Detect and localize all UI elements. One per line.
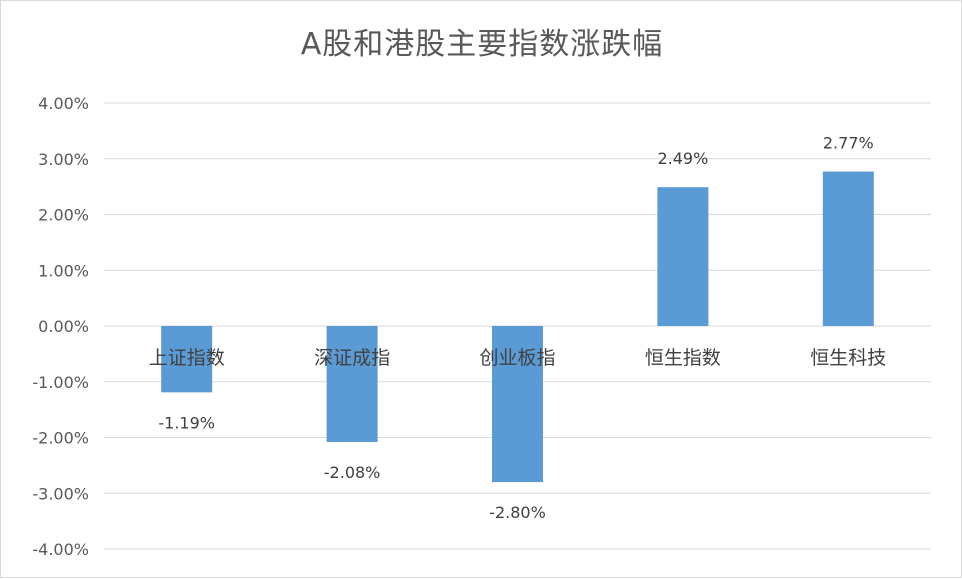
y-tick-label: -3.00% (32, 484, 89, 503)
data-label: 2.77% (823, 134, 874, 153)
chart-title: A股和港股主要指数涨跌幅 (300, 27, 664, 62)
grid-layer: 4.00% 3.00% 2.00% 1.00% 0.00% -1.00% -2.00% -3.… (32, 94, 931, 559)
label-layer: 上证指数 -1.19% 深证成指 -2.08% 创业板指 -2.80% 恒生指数 2.49% 恒… (149, 134, 887, 523)
y-tick-label: 3.00% (38, 150, 89, 169)
y-tick-label: 4.00% (38, 94, 89, 113)
category-label: 恒生指数 (645, 347, 721, 369)
bar (492, 326, 543, 483)
bar (161, 326, 213, 393)
bar (326, 326, 378, 442)
category-label: 上证指数 (149, 347, 225, 369)
bar (657, 187, 709, 326)
y-tick-label: -1.00% (32, 373, 89, 392)
data-label: -2.08% (324, 463, 381, 482)
data-label: -1.19% (158, 413, 215, 432)
bar (822, 171, 874, 326)
y-tick-label: 1.00% (38, 261, 89, 280)
category-label: 恒生科技 (810, 347, 886, 369)
y-tick-label: -4.00% (32, 540, 89, 559)
bar-layer (161, 171, 874, 483)
data-label: 2.49% (657, 149, 708, 168)
y-tick-label: -2.00% (32, 429, 89, 448)
y-tick-label: 0.00% (38, 317, 89, 336)
category-label: 创业板指 (479, 347, 555, 369)
category-label: 深证成指 (314, 347, 390, 369)
y-tick-label: 2.00% (38, 206, 89, 225)
data-label: -2.80% (489, 503, 546, 522)
